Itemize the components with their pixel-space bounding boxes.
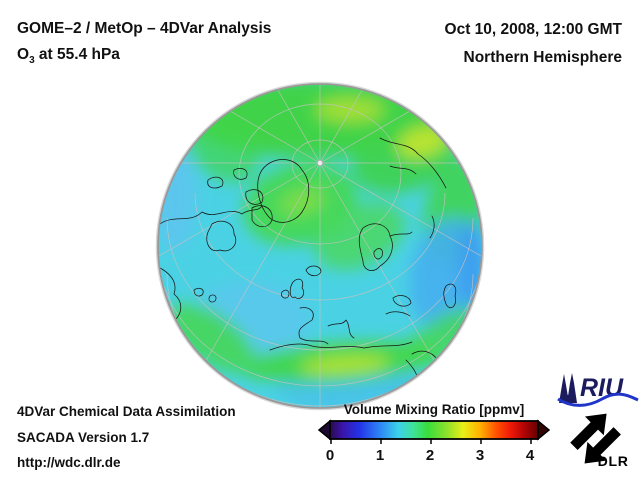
datetime-label: Oct 10, 2008, 12:00 GMT bbox=[444, 21, 622, 38]
colorbar-left-arrow bbox=[317, 419, 331, 441]
globe-limb-outer bbox=[155, 81, 485, 411]
cathedral-icon bbox=[559, 373, 577, 403]
footer-credits: 4DVar Chemical Data Assimilation SACADA … bbox=[17, 399, 236, 476]
title-line1: GOME–2 / MetOp – 4DVar Analysis bbox=[17, 20, 272, 37]
dlr-arrow-icon bbox=[570, 413, 621, 464]
footer-line-2: SACADA Version 1.7 bbox=[17, 429, 150, 445]
colorbar-ticks bbox=[330, 439, 532, 444]
colorbar-right-arrow bbox=[537, 419, 551, 441]
graticule-lines bbox=[158, 84, 482, 408]
riu-logo: RIU bbox=[557, 373, 639, 407]
north-pole-marker bbox=[316, 159, 324, 167]
plot-datetime-region: Oct 10, 2008, 12:00 GMT Northern Hemisph… bbox=[445, 16, 622, 72]
globe-limb bbox=[157, 83, 483, 409]
footer-line-1: 4DVar Chemical Data Assimilation bbox=[17, 404, 236, 419]
pressure-level: at 55.4 hPa bbox=[34, 46, 120, 63]
dlr-logo: DLR bbox=[570, 413, 629, 469]
colorbar-title: Volume Mixing Ratio [ppmv] bbox=[343, 402, 525, 417]
colorbar-tick-label-2: 2 bbox=[425, 447, 435, 464]
colorbar-tick-label-3: 3 bbox=[475, 447, 485, 464]
species-symbol: O bbox=[17, 46, 30, 63]
globe-map bbox=[150, 76, 490, 416]
colorbar-gradient bbox=[329, 420, 539, 440]
hemisphere-label: Northern Hemisphere bbox=[463, 49, 622, 66]
river-wave-icon bbox=[557, 392, 639, 407]
colorbar bbox=[317, 419, 551, 444]
orthographic-globe bbox=[155, 81, 485, 411]
colorbar-tick-label-1: 1 bbox=[375, 447, 385, 464]
dlr-wordmark: DLR bbox=[598, 453, 629, 469]
plot-title: GOME–2 / MetOp – 4DVar Analysis O3 at 55… bbox=[17, 16, 271, 74]
species-subscript: 3 bbox=[29, 55, 35, 67]
colorbar-tick-label-0: 0 bbox=[325, 447, 335, 464]
colorbar-tick-label-4: 4 bbox=[525, 447, 535, 464]
footer-url: http://wdc.dlr.de bbox=[17, 455, 121, 470]
coastlines bbox=[158, 137, 457, 389]
title-line2: O3 at 55.4 hPa bbox=[17, 42, 271, 74]
